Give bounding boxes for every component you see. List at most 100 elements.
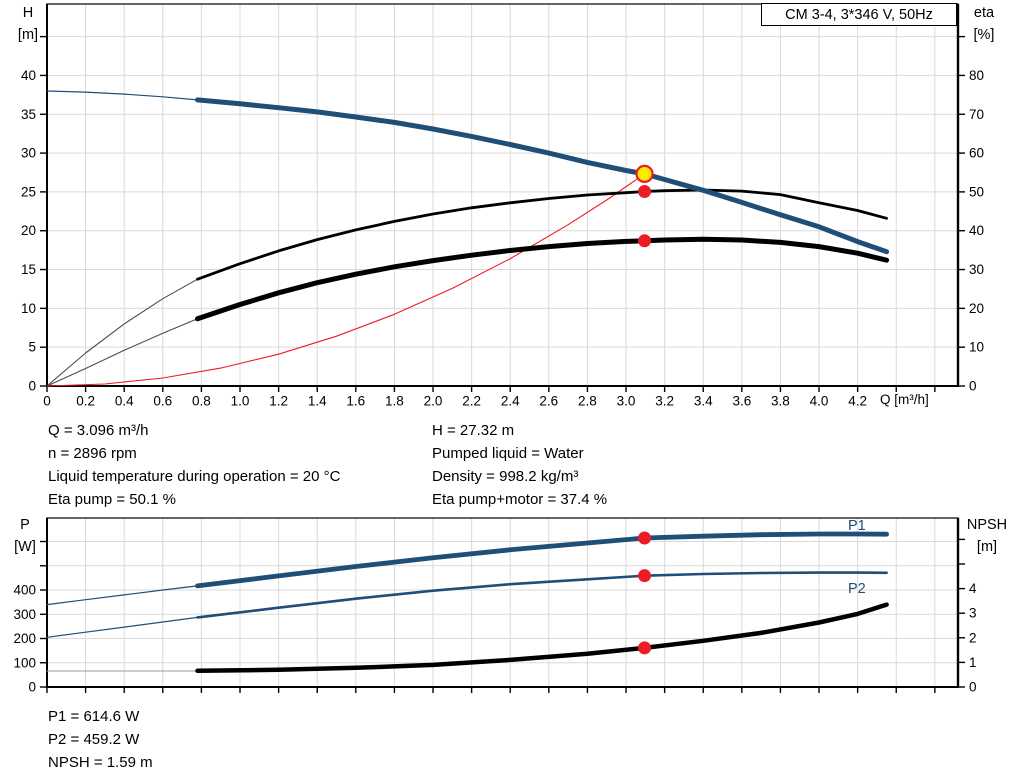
npsh-axis-label-unit: [m] bbox=[976, 539, 998, 555]
annotation-speed: n = 2896 rpm bbox=[48, 445, 137, 462]
system-curve-thin bbox=[46, 173, 646, 387]
operating-point-eta-pump-motor-marker bbox=[638, 234, 652, 248]
y-left-tick-label: 0 bbox=[28, 680, 36, 695]
annotation-liquid-temperature: Liquid temperature during operation = 20… bbox=[48, 468, 341, 485]
x-tick-label: 1.8 bbox=[385, 394, 404, 409]
eta-pump bbox=[196, 188, 888, 281]
x-tick-label: 2.8 bbox=[578, 394, 597, 409]
eta-axis-label-unit: [%] bbox=[973, 27, 995, 43]
p2-curve-label: P2 bbox=[848, 581, 866, 597]
p1-curve-label: P1 bbox=[848, 518, 866, 534]
y-right-tick-label: 0 bbox=[969, 379, 977, 394]
power-npsh-info: P1 = 614.6 W P2 = 459.2 W NPSH = 1.59 m bbox=[48, 705, 153, 774]
x-tick-label: 1.0 bbox=[231, 394, 250, 409]
p2-curve bbox=[196, 571, 888, 619]
operating-point-info-left: Q = 3.096 m³/h n = 2896 rpm Liquid tempe… bbox=[48, 419, 340, 511]
annotation-p1: P1 = 614.6 W bbox=[48, 708, 140, 725]
x-tick-label: 0.2 bbox=[76, 394, 95, 409]
x-tick-label: 3.4 bbox=[694, 394, 713, 409]
annotation-flow: Q = 3.096 m³/h bbox=[48, 422, 149, 439]
y-right-tick-label: 80 bbox=[969, 68, 984, 83]
annotation-npsh: NPSH = 1.59 m bbox=[48, 754, 153, 771]
x-tick-label: 0.4 bbox=[115, 394, 134, 409]
head-capacity-chart: 0 0.2 0.4 0.6 0.8 1.0 1.2 1.4 1.6 1.8 2.0 2.2 2.4 2.6… bbox=[21, 3, 984, 409]
duty-point-marker bbox=[635, 164, 654, 183]
h-axis-label: H [m] bbox=[10, 2, 46, 46]
x-tick-label: 2.4 bbox=[501, 394, 520, 409]
y-left-tick-label: 20 bbox=[21, 223, 36, 238]
annotation-density: Density = 998.2 kg/m³ bbox=[432, 468, 579, 485]
operating-point-npsh-marker bbox=[638, 641, 652, 655]
p2-curve-thin bbox=[46, 616, 199, 638]
operating-point-p2-marker bbox=[638, 569, 652, 583]
y-left-tick-label: 200 bbox=[13, 631, 36, 646]
x-tick-label: 4.2 bbox=[848, 394, 867, 409]
pump-title-box: CM 3-4, 3*346 V, 50Hz bbox=[761, 3, 957, 26]
annotation-eta-pump-motor: Eta pump+motor = 37.4 % bbox=[432, 491, 608, 508]
y-right-tick-label: 1 bbox=[969, 655, 977, 670]
x-tick-label: 2.2 bbox=[462, 394, 481, 409]
eta-pump-thin bbox=[46, 278, 199, 387]
eta-pump-motor bbox=[195, 236, 890, 322]
y-left-tick-label: 300 bbox=[13, 607, 36, 622]
y-left-tick-label: 0 bbox=[28, 379, 36, 394]
plot-border bbox=[46, 3, 959, 387]
y-left-tick-label: 100 bbox=[13, 655, 36, 670]
operating-point-eta-pump-marker bbox=[638, 185, 652, 199]
npsh-axis-label-quantity: NPSH bbox=[966, 517, 1008, 533]
qh-curve bbox=[195, 97, 890, 255]
y-right-tick-label: 3 bbox=[969, 606, 977, 621]
eta-axis-label-quantity: eta bbox=[973, 5, 995, 21]
qh-curve-thin bbox=[46, 90, 199, 101]
y-right-tick-label: 30 bbox=[969, 262, 984, 277]
y-right-tick-label: 2 bbox=[969, 630, 977, 645]
x-tick-label: 3.6 bbox=[732, 394, 751, 409]
h-axis-label-unit: [m] bbox=[17, 27, 39, 43]
x-tick-label: 4.0 bbox=[810, 394, 829, 409]
y-left-tick-label: 15 bbox=[21, 262, 36, 277]
eta-pump-motor-thin bbox=[46, 318, 199, 387]
npsh-curve bbox=[195, 602, 889, 674]
q-axis-unit-label: Q [m³/h] bbox=[880, 392, 929, 407]
y-left-tick-label: 30 bbox=[21, 146, 36, 161]
p-axis-label: P [W] bbox=[6, 514, 44, 558]
y-left-tick-label: 10 bbox=[21, 301, 36, 316]
x-tick-label: 1.2 bbox=[269, 394, 288, 409]
x-tick-label: 0 bbox=[43, 394, 51, 409]
annotation-p2: P2 = 459.2 W bbox=[48, 731, 140, 748]
x-tick-label: 3.2 bbox=[655, 394, 674, 409]
annotation-head: H = 27.32 m bbox=[432, 422, 515, 439]
y-right-tick-label: 0 bbox=[969, 680, 977, 695]
annotation-pumped-liquid: Pumped liquid = Water bbox=[432, 445, 584, 462]
p1-curve-thin bbox=[46, 585, 199, 606]
y-right-tick-label: 4 bbox=[969, 581, 977, 596]
y-left-tick-label: 400 bbox=[13, 583, 36, 598]
x-tick-label: 0.6 bbox=[153, 394, 172, 409]
y-left-tick-label: 5 bbox=[28, 340, 36, 355]
y-left-tick-label: 25 bbox=[21, 184, 36, 199]
p-axis-label-quantity: P bbox=[20, 517, 30, 533]
x-tick-label: 2.0 bbox=[424, 394, 443, 409]
annotation-eta-pump: Eta pump = 50.1 % bbox=[48, 491, 176, 508]
y-right-tick-label: 50 bbox=[969, 184, 984, 199]
x-tick-label: 0.8 bbox=[192, 394, 211, 409]
y-right-tick-label: 40 bbox=[969, 223, 984, 238]
h-axis-label-quantity: H bbox=[22, 5, 34, 21]
y-right-tick-label: 70 bbox=[969, 107, 984, 122]
x-tick-label: 3.0 bbox=[617, 394, 636, 409]
y-left-tick-label: 35 bbox=[21, 107, 36, 122]
operating-point-p1-marker bbox=[638, 531, 652, 545]
x-tick-label: 1.4 bbox=[308, 394, 327, 409]
y-right-tick-label: 60 bbox=[969, 146, 984, 161]
npsh-axis-label: NPSH [m] bbox=[958, 514, 1016, 558]
power-npsh-chart: 0 100 200 300 400 0 1 2 3 4 bbox=[13, 517, 977, 695]
p-axis-label-unit: [W] bbox=[14, 539, 36, 555]
y-right-tick-label: 20 bbox=[969, 301, 984, 316]
y-right-tick-label: 10 bbox=[969, 340, 984, 355]
x-tick-label: 1.6 bbox=[346, 394, 365, 409]
x-tick-label: 2.6 bbox=[539, 394, 558, 409]
x-tick-label: 3.8 bbox=[771, 394, 790, 409]
y-left-tick-label: 40 bbox=[21, 68, 36, 83]
p1-curve bbox=[195, 531, 889, 589]
